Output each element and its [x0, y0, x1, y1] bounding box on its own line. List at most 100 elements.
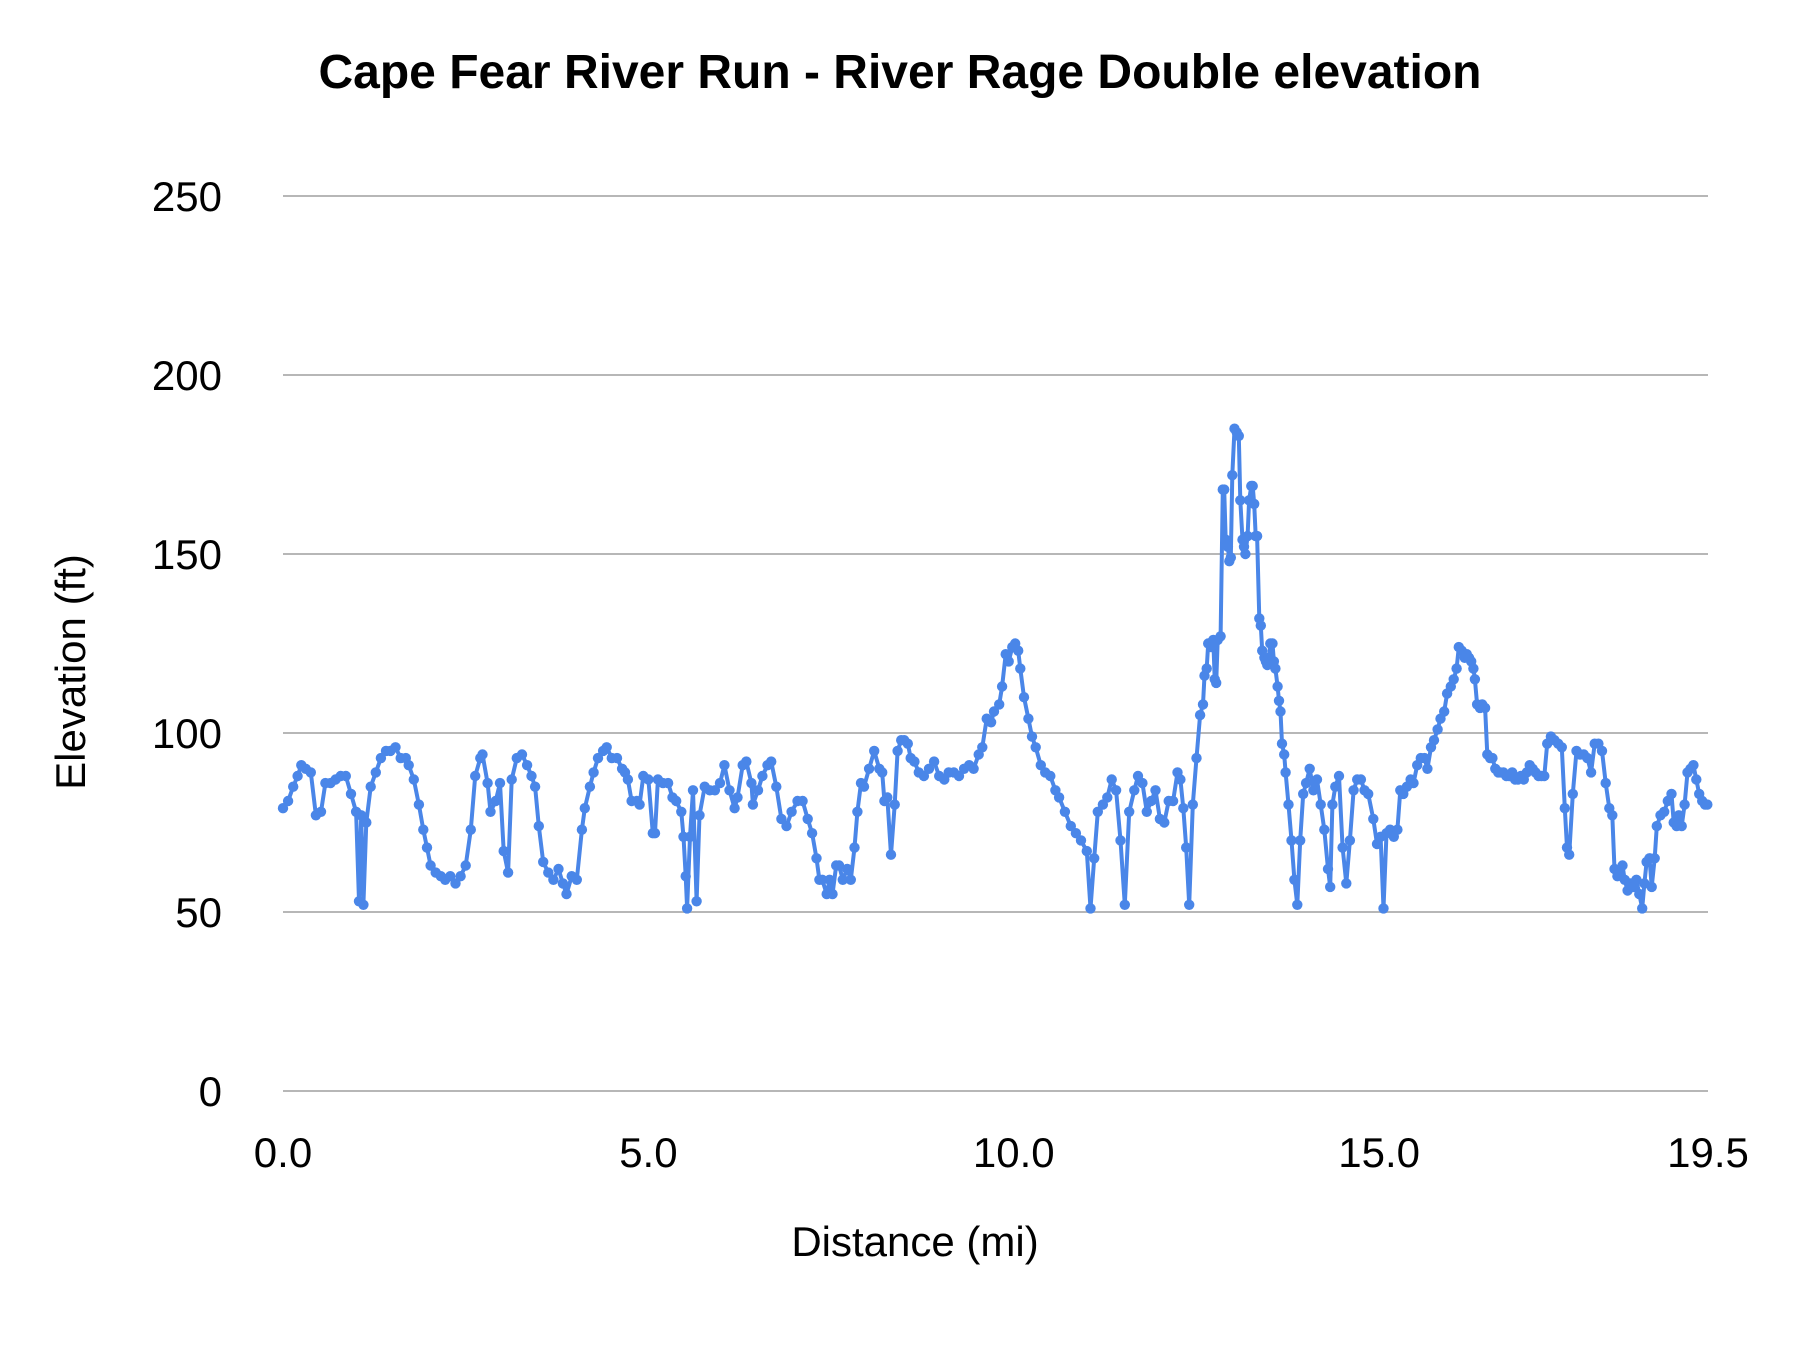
data-point-marker	[1053, 792, 1065, 803]
data-point-marker	[1045, 770, 1056, 782]
data-point-marker	[1059, 806, 1071, 817]
data-point-marker	[1679, 799, 1690, 810]
data-point-marker	[680, 871, 691, 882]
data-point-marker	[1327, 799, 1338, 810]
data-point-marker	[757, 770, 768, 782]
data-point-marker	[1233, 430, 1245, 442]
data-point-marker	[1146, 795, 1157, 807]
x-tick-label: 0.0	[254, 1129, 312, 1176]
data-point-marker	[601, 742, 612, 753]
data-point-marker	[465, 824, 476, 835]
data-point-marker	[1191, 752, 1202, 764]
data-point-marker	[1242, 530, 1253, 542]
data-point-marker	[455, 871, 466, 882]
data-point-marker	[1315, 799, 1326, 810]
data-point-marker	[1702, 799, 1713, 810]
data-point-marker	[786, 806, 797, 817]
data-point-marker	[1092, 806, 1104, 817]
chart-title: Cape Fear River Run - River Rage Double …	[319, 46, 1482, 99]
data-point-marker	[1211, 677, 1222, 689]
data-point-marker	[1333, 770, 1345, 782]
data-point-marker	[1276, 738, 1288, 749]
data-point-marker	[490, 795, 501, 807]
data-point-marker	[557, 878, 569, 889]
y-tick-label: 200	[152, 352, 222, 399]
data-point-marker	[1691, 774, 1702, 785]
data-point-marker	[741, 756, 752, 767]
data-point-marker	[1227, 470, 1238, 481]
data-point-marker	[691, 896, 702, 907]
data-point-marker	[1487, 752, 1498, 764]
data-point-marker	[1283, 799, 1294, 810]
data-point-marker	[1187, 799, 1199, 810]
data-point-marker	[1330, 781, 1341, 792]
data-point-marker	[889, 799, 900, 810]
data-point-marker	[802, 813, 813, 825]
data-point-marker	[902, 738, 913, 749]
data-point-marker	[365, 781, 376, 792]
data-point-marker	[994, 699, 1005, 710]
data-point-marker	[1348, 785, 1359, 796]
data-point-marker	[1378, 903, 1389, 914]
data-point-marker	[494, 777, 506, 789]
data-point-marker	[1607, 810, 1618, 821]
data-point-marker	[1270, 663, 1281, 674]
data-point-marker	[1295, 835, 1306, 846]
data-point-marker	[1289, 874, 1300, 885]
data-point-marker	[356, 810, 367, 821]
data-point-marker	[561, 888, 572, 900]
y-axis-title: Elevation (ft)	[47, 554, 94, 790]
y-axis-tick-labels: 0 50 100 150 200 250	[152, 173, 222, 1115]
data-point-marker	[516, 749, 528, 760]
data-point-marker	[375, 752, 387, 764]
data-point-marker	[1659, 806, 1670, 817]
data-point-marker	[1279, 749, 1290, 760]
data-point-marker	[538, 856, 549, 868]
data-point-marker	[776, 813, 787, 825]
data-point-marker	[676, 806, 687, 817]
data-point-marker	[1344, 835, 1356, 846]
data-point-marker	[592, 752, 604, 764]
data-point-marker	[1308, 785, 1319, 796]
data-point-marker	[498, 845, 509, 857]
data-point-marker	[1102, 792, 1113, 803]
data-point-marker	[548, 874, 559, 885]
data-point-marker	[529, 781, 541, 792]
data-point-marker	[1181, 842, 1192, 853]
data-point-marker	[1197, 699, 1209, 710]
data-point-marker	[1634, 888, 1645, 900]
data-point-marker	[1089, 853, 1100, 864]
data-point-marker	[1215, 631, 1226, 642]
data-point-marker	[968, 763, 979, 774]
data-point-marker	[687, 785, 699, 796]
data-point-marker	[909, 756, 920, 767]
data-point-marker	[1564, 849, 1575, 860]
x-axis-title: Distance (mi)	[791, 1218, 1038, 1265]
x-tick-label: 5.0	[619, 1129, 677, 1176]
y-tick-label: 250	[152, 173, 222, 220]
x-tick-label: 10.0	[973, 1129, 1055, 1176]
data-point-marker	[684, 831, 696, 842]
data-point-marker	[662, 777, 674, 789]
data-point-marker	[996, 681, 1008, 692]
data-point-marker	[729, 803, 740, 814]
data-point-marker	[882, 792, 893, 803]
data-point-marker	[918, 770, 930, 782]
data-point-marker	[1479, 702, 1491, 714]
data-point-marker	[1219, 484, 1230, 495]
data-point-marker	[482, 777, 493, 789]
data-point-marker	[1408, 777, 1419, 789]
data-point-marker	[390, 742, 401, 753]
data-point-marker	[1646, 881, 1657, 893]
data-point-marker	[576, 824, 588, 835]
data-point-marker	[1355, 774, 1367, 785]
data-point-marker	[1649, 853, 1660, 864]
data-point-marker	[292, 770, 303, 782]
data-point-marker	[1115, 835, 1126, 846]
data-point-marker	[752, 785, 764, 796]
data-point-marker	[1124, 806, 1135, 817]
data-point-marker	[1688, 760, 1699, 771]
data-point-marker	[1319, 824, 1330, 835]
data-point-marker	[1422, 763, 1433, 774]
